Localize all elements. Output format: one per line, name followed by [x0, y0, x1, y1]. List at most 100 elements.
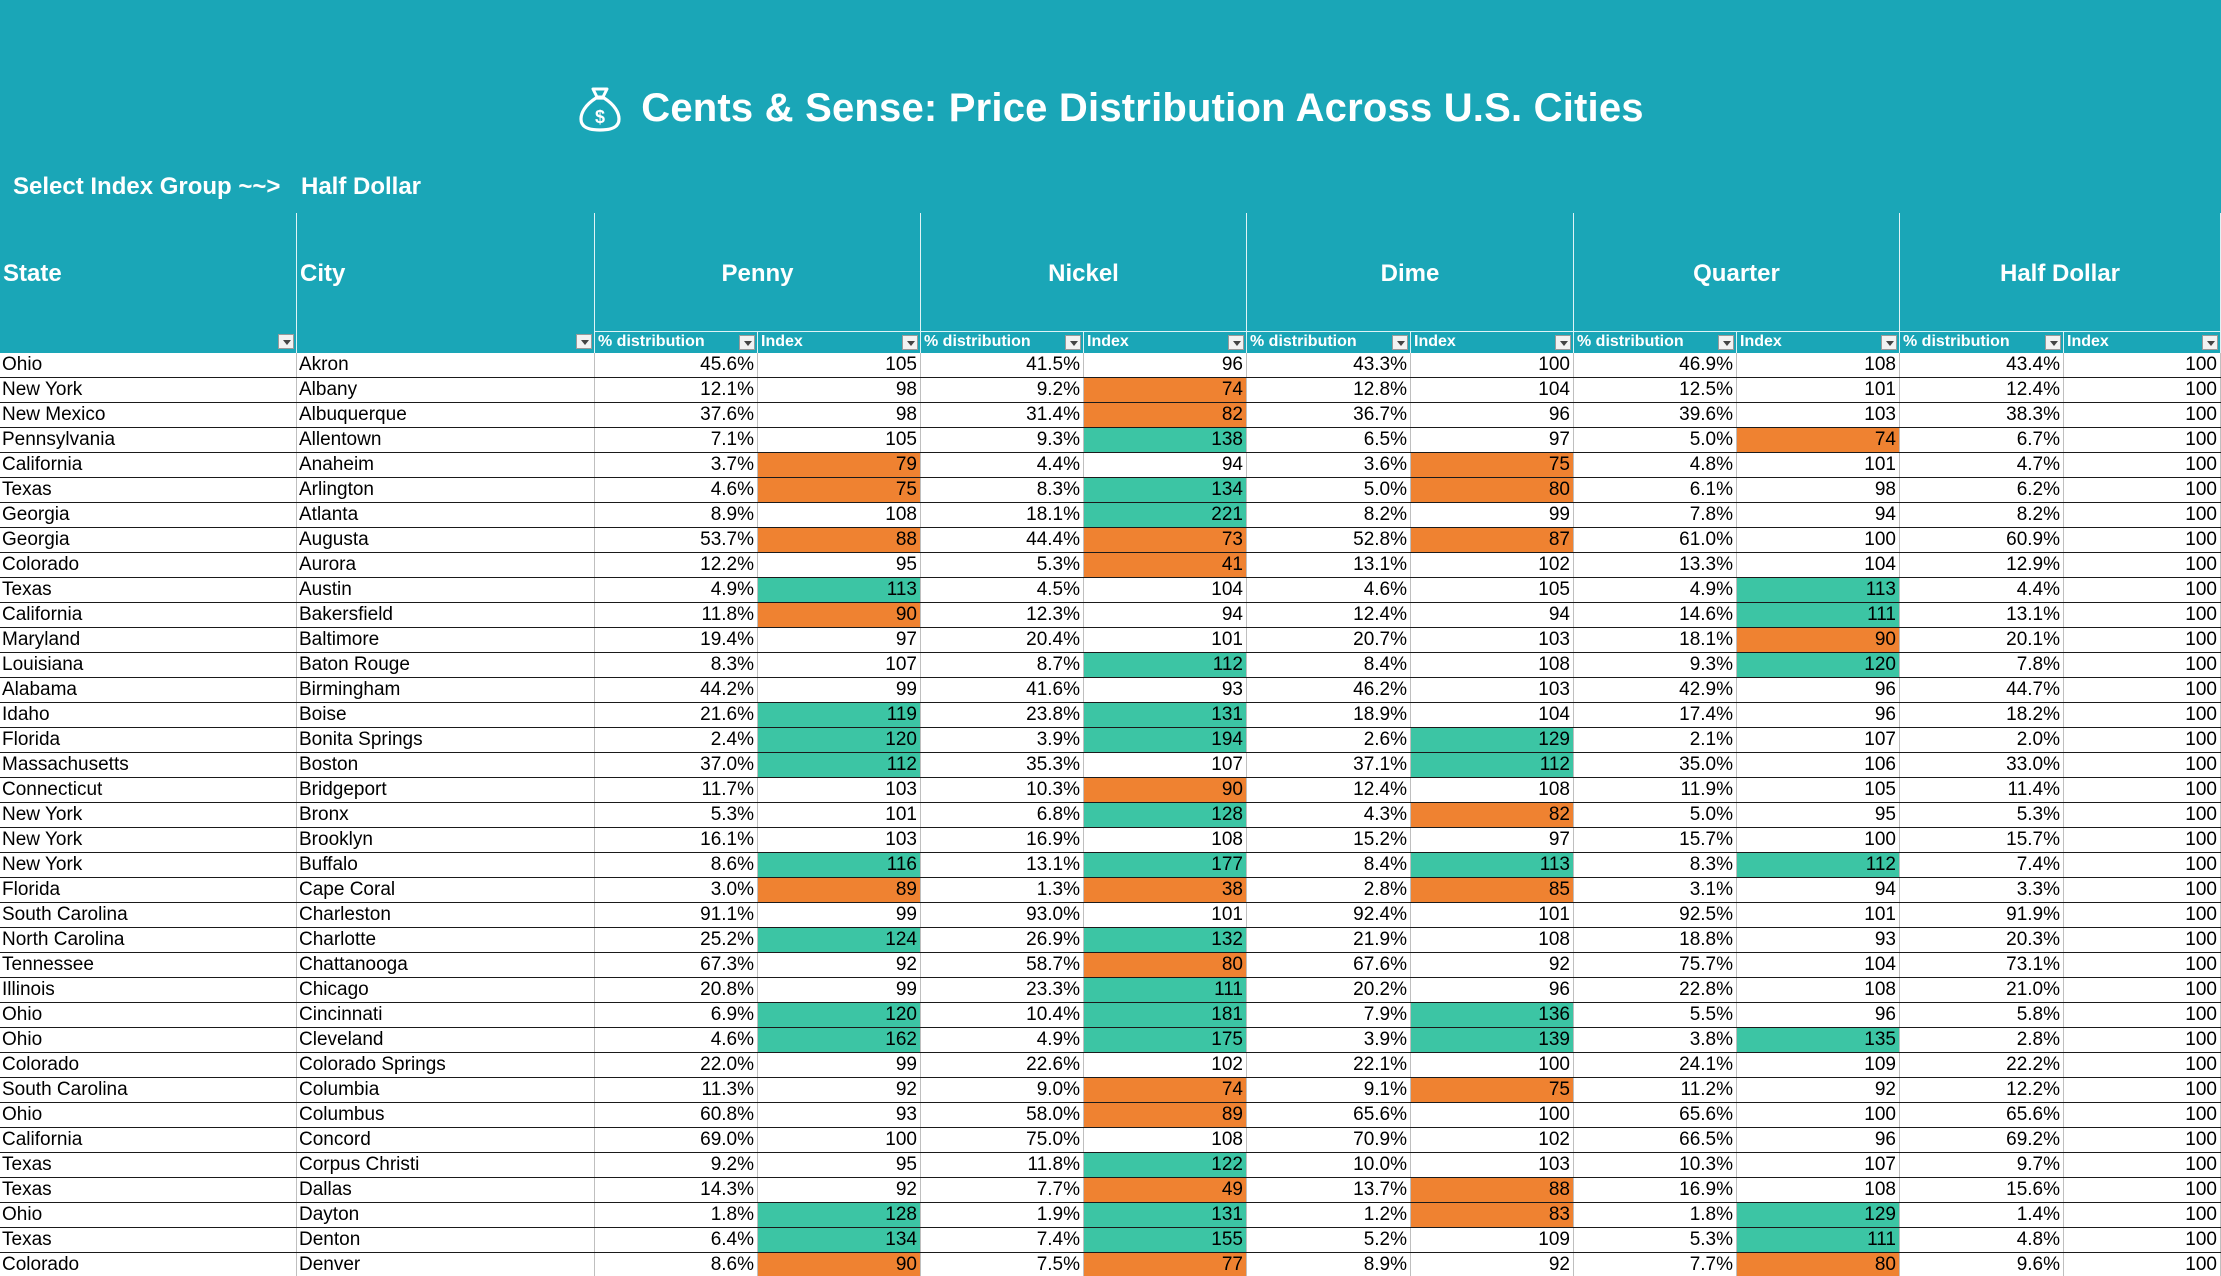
- cell-state[interactable]: Maryland: [0, 628, 297, 652]
- cell-distribution[interactable]: 12.2%: [595, 553, 758, 577]
- cell-city[interactable]: Columbia: [297, 1078, 595, 1102]
- cell-index[interactable]: 92: [1411, 953, 1574, 977]
- cell-index[interactable]: 101: [1737, 378, 1900, 402]
- cell-city[interactable]: Chicago: [297, 978, 595, 1002]
- cell-city[interactable]: Anaheim: [297, 453, 595, 477]
- cell-index[interactable]: 102: [1411, 553, 1574, 577]
- cell-distribution[interactable]: 1.3%: [921, 878, 1084, 902]
- cell-index[interactable]: 103: [758, 828, 921, 852]
- cell-index[interactable]: 221: [1084, 503, 1247, 527]
- cell-city[interactable]: Albany: [297, 378, 595, 402]
- cell-distribution[interactable]: 6.1%: [1574, 478, 1737, 502]
- cell-index[interactable]: 111: [1737, 603, 1900, 627]
- cell-index[interactable]: 93: [758, 1103, 921, 1127]
- cell-distribution[interactable]: 13.1%: [1900, 603, 2064, 627]
- cell-index[interactable]: 112: [1411, 753, 1574, 777]
- cell-index[interactable]: 107: [1737, 728, 1900, 752]
- cell-distribution[interactable]: 5.3%: [1900, 803, 2064, 827]
- cell-index[interactable]: 100: [2064, 1178, 2221, 1202]
- cell-index[interactable]: 97: [1411, 828, 1574, 852]
- cell-index[interactable]: 108: [1737, 978, 1900, 1002]
- cell-index[interactable]: 73: [1084, 528, 1247, 552]
- cell-index[interactable]: 113: [1411, 853, 1574, 877]
- cell-distribution[interactable]: 11.7%: [595, 778, 758, 802]
- cell-index[interactable]: 100: [2064, 1203, 2221, 1227]
- cell-state[interactable]: Ohio: [0, 1103, 297, 1127]
- cell-index[interactable]: 90: [1084, 778, 1247, 802]
- cell-state[interactable]: Ohio: [0, 353, 297, 377]
- cell-index[interactable]: 100: [2064, 478, 2221, 502]
- cell-index[interactable]: 100: [2064, 878, 2221, 902]
- cell-index[interactable]: 99: [1411, 503, 1574, 527]
- cell-city[interactable]: Augusta: [297, 528, 595, 552]
- cell-city[interactable]: Birmingham: [297, 678, 595, 702]
- cell-city[interactable]: Bakersfield: [297, 603, 595, 627]
- cell-index[interactable]: 95: [758, 1153, 921, 1177]
- cell-distribution[interactable]: 6.9%: [595, 1003, 758, 1027]
- cell-index[interactable]: 96: [1737, 1128, 1900, 1152]
- cell-distribution[interactable]: 2.0%: [1900, 728, 2064, 752]
- cell-distribution[interactable]: 7.7%: [1574, 1253, 1737, 1276]
- cell-state[interactable]: Colorado: [0, 1053, 297, 1077]
- cell-state[interactable]: South Carolina: [0, 1078, 297, 1102]
- cell-index[interactable]: 104: [1411, 378, 1574, 402]
- cell-index[interactable]: 41: [1084, 553, 1247, 577]
- cell-distribution[interactable]: 12.5%: [1574, 378, 1737, 402]
- cell-index[interactable]: 94: [1737, 503, 1900, 527]
- cell-distribution[interactable]: 33.0%: [1900, 753, 2064, 777]
- cell-index[interactable]: 87: [1411, 528, 1574, 552]
- cell-distribution[interactable]: 15.6%: [1900, 1178, 2064, 1202]
- cell-distribution[interactable]: 15.7%: [1900, 828, 2064, 852]
- cell-distribution[interactable]: 3.0%: [595, 878, 758, 902]
- cell-distribution[interactable]: 19.4%: [595, 628, 758, 652]
- cell-index[interactable]: 104: [1737, 953, 1900, 977]
- cell-distribution[interactable]: 73.1%: [1900, 953, 2064, 977]
- cell-index[interactable]: 100: [2064, 678, 2221, 702]
- cell-distribution[interactable]: 12.1%: [595, 378, 758, 402]
- cell-index[interactable]: 120: [1737, 653, 1900, 677]
- cell-index[interactable]: 111: [1084, 978, 1247, 1002]
- cell-index[interactable]: 100: [2064, 353, 2221, 377]
- cell-distribution[interactable]: 9.3%: [1574, 653, 1737, 677]
- cell-distribution[interactable]: 12.4%: [1247, 603, 1411, 627]
- cell-distribution[interactable]: 70.9%: [1247, 1128, 1411, 1152]
- cell-index[interactable]: 94: [1084, 603, 1247, 627]
- cell-distribution[interactable]: 12.8%: [1247, 378, 1411, 402]
- cell-state[interactable]: Illinois: [0, 978, 297, 1002]
- cell-distribution[interactable]: 41.5%: [921, 353, 1084, 377]
- cell-distribution[interactable]: 42.9%: [1574, 678, 1737, 702]
- cell-city[interactable]: Cincinnati: [297, 1003, 595, 1027]
- cell-distribution[interactable]: 1.8%: [595, 1203, 758, 1227]
- filter-dropdown-icon[interactable]: [2202, 335, 2218, 350]
- cell-distribution[interactable]: 3.3%: [1900, 878, 2064, 902]
- cell-index[interactable]: 103: [758, 778, 921, 802]
- cell-distribution[interactable]: 5.3%: [921, 553, 1084, 577]
- cell-index[interactable]: 100: [2064, 728, 2221, 752]
- cell-distribution[interactable]: 8.9%: [595, 503, 758, 527]
- cell-distribution[interactable]: 11.9%: [1574, 778, 1737, 802]
- cell-index[interactable]: 101: [1084, 903, 1247, 927]
- cell-state[interactable]: Idaho: [0, 703, 297, 727]
- cell-distribution[interactable]: 6.5%: [1247, 428, 1411, 452]
- cell-distribution[interactable]: 38.3%: [1900, 403, 2064, 427]
- cell-distribution[interactable]: 3.9%: [921, 728, 1084, 752]
- cell-index[interactable]: 49: [1084, 1178, 1247, 1202]
- filter-dropdown-icon[interactable]: [1392, 335, 1408, 350]
- cell-city[interactable]: Columbus: [297, 1103, 595, 1127]
- cell-index[interactable]: 103: [1411, 628, 1574, 652]
- cell-index[interactable]: 74: [1737, 428, 1900, 452]
- cell-index[interactable]: 103: [1411, 1153, 1574, 1177]
- cell-index[interactable]: 98: [1737, 478, 1900, 502]
- cell-distribution[interactable]: 4.5%: [921, 578, 1084, 602]
- cell-index[interactable]: 102: [1411, 1128, 1574, 1152]
- cell-index[interactable]: 100: [2064, 1128, 2221, 1152]
- cell-index[interactable]: 113: [758, 578, 921, 602]
- cell-distribution[interactable]: 8.2%: [1900, 503, 2064, 527]
- cell-index[interactable]: 93: [1084, 678, 1247, 702]
- cell-distribution[interactable]: 5.3%: [595, 803, 758, 827]
- cell-state[interactable]: Ohio: [0, 1028, 297, 1052]
- cell-distribution[interactable]: 8.2%: [1247, 503, 1411, 527]
- cell-distribution[interactable]: 11.2%: [1574, 1078, 1737, 1102]
- cell-state[interactable]: New York: [0, 803, 297, 827]
- cell-index[interactable]: 128: [758, 1203, 921, 1227]
